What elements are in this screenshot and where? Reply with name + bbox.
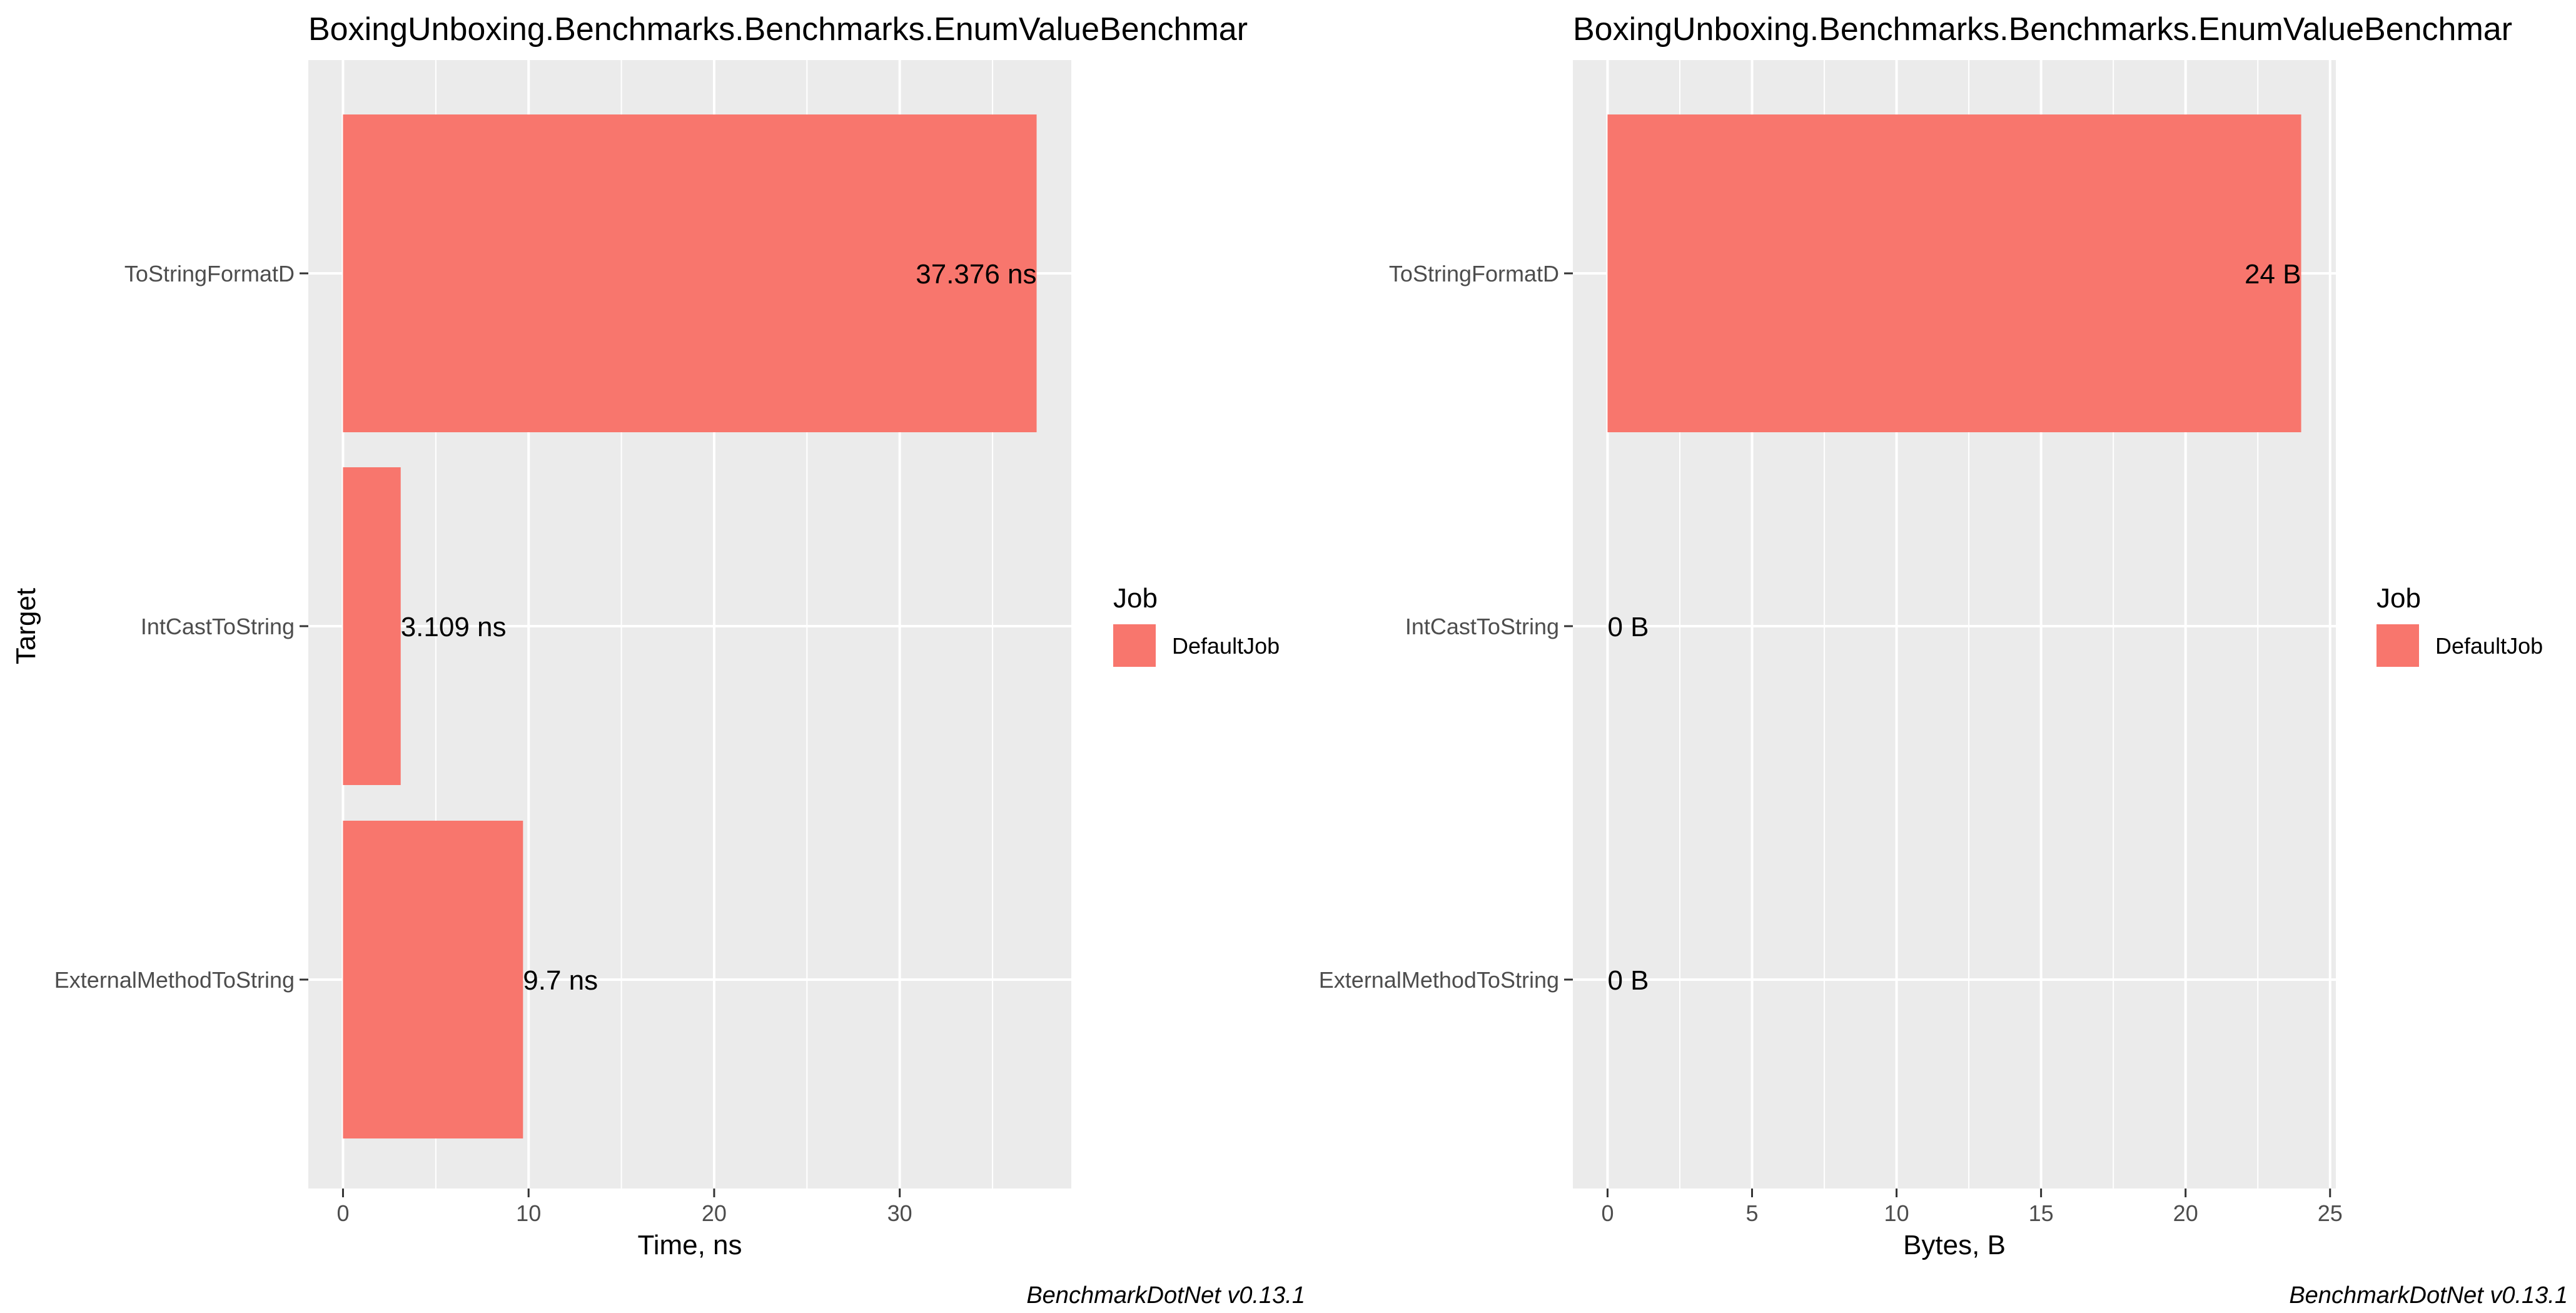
- x-tick-label: 15: [2029, 1200, 2054, 1226]
- y-tick-label: ExternalMethodToString: [1319, 967, 1559, 993]
- x-tick-label: 25: [2318, 1200, 2343, 1226]
- caption: BenchmarkDotNet v0.13.1: [1026, 1282, 1305, 1309]
- legend-title: Job: [1113, 583, 1158, 614]
- y-tick-label: IntCastToString: [141, 614, 295, 639]
- y-axis-title: Target: [11, 588, 41, 664]
- legend-entry: DefaultJob: [2435, 633, 2543, 659]
- bar-0: [343, 114, 1037, 432]
- x-tick-label: 20: [2173, 1200, 2198, 1226]
- y-tick-label: ExternalMethodToString: [54, 967, 295, 993]
- x-tick-label: 0: [336, 1200, 349, 1226]
- chart-title: BoxingUnboxing.Benchmarks.Benchmarks.Enu…: [308, 11, 1248, 48]
- x-axis-title: Bytes, B: [1903, 1230, 2006, 1260]
- data-label-0: 24 B: [2245, 259, 2301, 290]
- data-label-2: 9.7 ns: [523, 965, 598, 996]
- bar-1: [343, 467, 401, 785]
- bar-0: [1607, 114, 2301, 432]
- x-tick-label: 0: [1601, 1200, 1614, 1226]
- legend-swatch: [2376, 624, 2419, 667]
- y-tick-label: ToStringFormatD: [1389, 261, 1559, 286]
- x-tick-label: 30: [887, 1200, 912, 1226]
- legend-entry: DefaultJob: [1172, 633, 1280, 659]
- chart-title: BoxingUnboxing.Benchmarks.Benchmarks.Enu…: [1573, 11, 2512, 48]
- x-axis-title: Time, ns: [637, 1230, 742, 1260]
- bar-2: [343, 821, 523, 1138]
- data-label-0: 37.376 ns: [916, 259, 1036, 290]
- y-tick-label: IntCastToString: [1405, 614, 1559, 639]
- y-tick-label: ToStringFormatD: [124, 261, 295, 286]
- legend-swatch: [1113, 624, 1156, 667]
- caption: BenchmarkDotNet v0.13.1: [2289, 1282, 2568, 1309]
- data-label-1: 0 B: [1607, 612, 1649, 642]
- data-label-2: 0 B: [1607, 965, 1649, 996]
- x-tick-label: 10: [516, 1200, 541, 1226]
- x-tick-label: 5: [1745, 1200, 1758, 1226]
- data-label-1: 3.109 ns: [401, 612, 507, 642]
- legend-title: Job: [2376, 583, 2421, 614]
- x-tick-label: 20: [702, 1200, 727, 1226]
- x-tick-label: 10: [1884, 1200, 1909, 1226]
